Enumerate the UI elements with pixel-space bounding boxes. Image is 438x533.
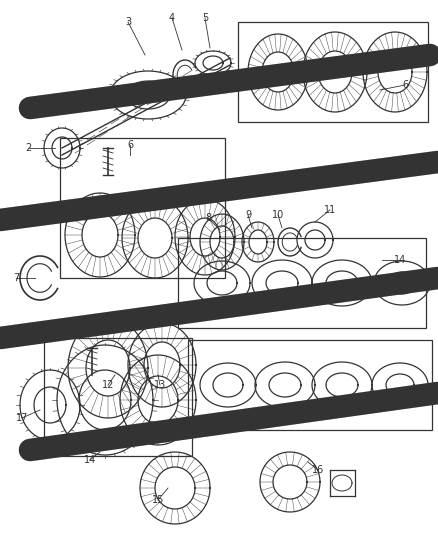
Text: 16: 16 [312, 465, 324, 475]
Bar [188, 340, 432, 430]
Bar [178, 238, 426, 328]
Text: 10: 10 [272, 210, 284, 220]
Text: 12: 12 [102, 380, 114, 390]
Text: 6: 6 [402, 80, 408, 90]
Text: 3: 3 [125, 17, 131, 27]
Text: 2: 2 [25, 143, 31, 153]
Text: 13: 13 [154, 380, 166, 390]
Text: 14: 14 [84, 455, 96, 465]
Text: 6: 6 [127, 140, 133, 150]
Bar [44, 338, 192, 456]
Bar [60, 138, 225, 278]
Text: 15: 15 [152, 495, 164, 505]
Text: 5: 5 [202, 13, 208, 23]
Text: 11: 11 [324, 205, 336, 215]
Text: 7: 7 [13, 273, 19, 283]
Text: 8: 8 [205, 213, 211, 223]
Bar [238, 22, 428, 122]
Text: 9: 9 [245, 210, 251, 220]
Text: 17: 17 [16, 413, 28, 423]
Text: 14: 14 [394, 255, 406, 265]
Text: 4: 4 [169, 13, 175, 23]
